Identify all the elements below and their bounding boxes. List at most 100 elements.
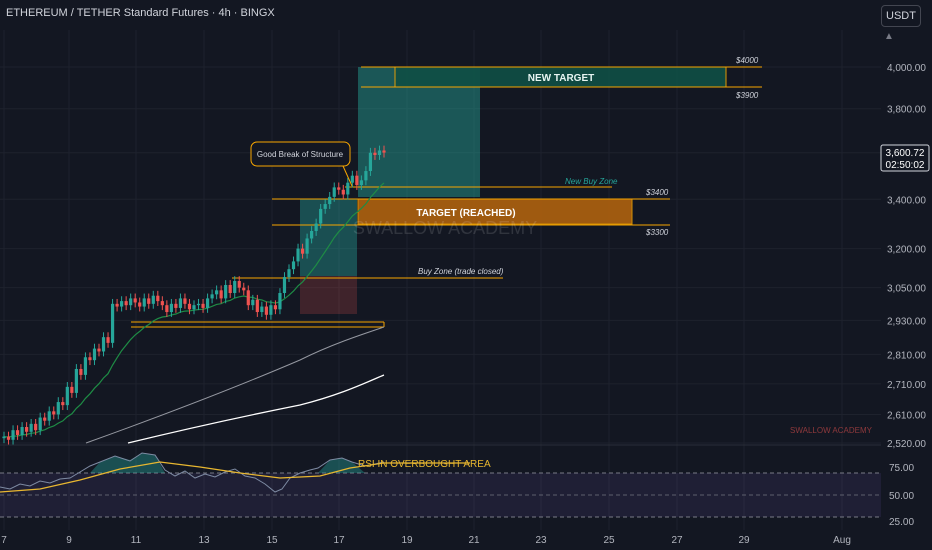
- candle-body: [282, 277, 287, 294]
- candle-body: [147, 298, 151, 304]
- candle-body: [160, 301, 164, 306]
- price-tick-label: 2,520.00: [887, 439, 926, 450]
- candle-body: [83, 357, 88, 375]
- candle-body: [237, 281, 241, 288]
- currency-button[interactable]: USDT: [881, 5, 921, 27]
- time-tick-label: 15: [266, 535, 278, 546]
- candle-body: [314, 223, 318, 231]
- candle-body: [34, 423, 38, 431]
- candle-body: [129, 298, 133, 306]
- candles: [2, 145, 386, 445]
- time-tick-label: 25: [603, 535, 615, 546]
- candle-body: [79, 368, 83, 375]
- candle-body: [355, 175, 359, 186]
- chart-settings-icon[interactable]: ▲: [884, 31, 894, 42]
- price-tick-label: 3,400.00: [887, 195, 926, 206]
- rsi-tick-label: 75.00: [889, 463, 914, 474]
- candle-body: [205, 298, 210, 308]
- time-axis[interactable]: 7 9 11 13 15 17 19 21 23 25 27 29 Aug: [1, 535, 851, 546]
- candle-body: [242, 287, 246, 291]
- candle-body: [92, 348, 97, 361]
- candle-body: [156, 295, 160, 302]
- candle-body: [115, 303, 119, 307]
- rsi-ma-line: [0, 461, 470, 493]
- candle-body: [151, 295, 155, 304]
- candle-body: [291, 261, 296, 270]
- price-tick-label: 2,710.00: [887, 380, 926, 391]
- level-lines: [131, 66, 762, 328]
- candle-body: [174, 303, 178, 308]
- level-3400-label: $3400: [645, 188, 669, 197]
- time-tick-label: 23: [535, 535, 547, 546]
- rsi-tick-label: 25.00: [889, 517, 914, 528]
- candle-body: [219, 290, 223, 299]
- candle-body: [346, 182, 350, 195]
- watermark-text: SWALLOW ACADEMY: [353, 218, 537, 238]
- price-tick-label: 2,930.00: [887, 316, 926, 327]
- time-tick-label: 13: [198, 535, 210, 546]
- target-reached-label: TARGET (REACHED): [416, 208, 515, 219]
- annotations: NEW TARGET TARGET (REACHED) SWALLOW ACAD…: [250, 56, 873, 435]
- candle-body: [97, 348, 101, 352]
- ma-slow-line: [127, 374, 385, 444]
- candle-body: [323, 204, 327, 209]
- candle-body: [192, 305, 196, 310]
- price-tick-label: 4,000.00: [887, 63, 926, 74]
- candle-body: [246, 290, 250, 306]
- chart-title: ETHEREUM / TETHER Standard Futures · 4h …: [6, 7, 275, 19]
- candle-body: [341, 189, 345, 195]
- candle-body: [25, 427, 29, 432]
- candle-body: [224, 284, 228, 299]
- candle-body: [260, 306, 264, 313]
- watermark-small: SWALLOW ACADEMY: [790, 426, 873, 435]
- candle-body: [61, 402, 65, 406]
- candle-body: [382, 150, 386, 153]
- ma-mid-line: [85, 326, 385, 444]
- time-tick-label: Aug: [833, 535, 851, 546]
- candle-body: [196, 303, 201, 306]
- candle-body: [328, 196, 332, 205]
- price-tick-label: 2,810.00: [887, 350, 926, 361]
- countdown-value: 02:50:02: [886, 160, 925, 171]
- candle-body: [332, 187, 336, 197]
- time-tick-label: 7: [1, 535, 7, 546]
- rsi-tick-label: 50.00: [889, 491, 914, 502]
- candle-body: [56, 402, 60, 415]
- price-tick-label: 3,200.00: [887, 245, 926, 256]
- candle-body: [210, 294, 214, 299]
- buy-zone-closed-label: Buy Zone (trade closed): [418, 267, 504, 276]
- candle-body: [38, 417, 42, 431]
- candle-body: [88, 357, 92, 361]
- price-tick-label: 3,800.00: [887, 105, 926, 116]
- candle-body: [74, 368, 78, 393]
- candle-body: [373, 152, 377, 156]
- time-tick-label: 19: [401, 535, 413, 546]
- candle-body: [264, 306, 268, 315]
- price-axis[interactable]: 4,000.003,800.003,600.003,400.003,200.00…: [887, 63, 926, 450]
- time-tick-label: 27: [671, 535, 683, 546]
- candle-body: [228, 284, 232, 294]
- zones: [0, 66, 881, 517]
- candle-body: [300, 248, 305, 254]
- candle-body: [169, 303, 173, 313]
- current-price-value: 3,600.72: [886, 148, 925, 159]
- first-trade-stop-zone: [300, 276, 357, 314]
- candle-body: [20, 427, 24, 435]
- level-4000-label: $4000: [735, 56, 759, 65]
- candle-body: [201, 303, 205, 308]
- candle-body: [6, 436, 11, 440]
- candle-body: [52, 411, 56, 415]
- time-tick-label: 11: [131, 535, 142, 546]
- rsi-overbought-fill-2: [318, 458, 365, 473]
- candle-body: [269, 305, 273, 315]
- candle-body: [11, 430, 15, 440]
- candle-body: [251, 299, 255, 306]
- current-price-label: 3,600.72 02:50:02: [880, 144, 930, 172]
- rsi-overbought-fill: [90, 453, 165, 473]
- time-tick-label: 29: [738, 535, 750, 546]
- target-reached-box: [357, 198, 633, 225]
- candle-body: [43, 417, 47, 421]
- candle-body: [359, 180, 363, 186]
